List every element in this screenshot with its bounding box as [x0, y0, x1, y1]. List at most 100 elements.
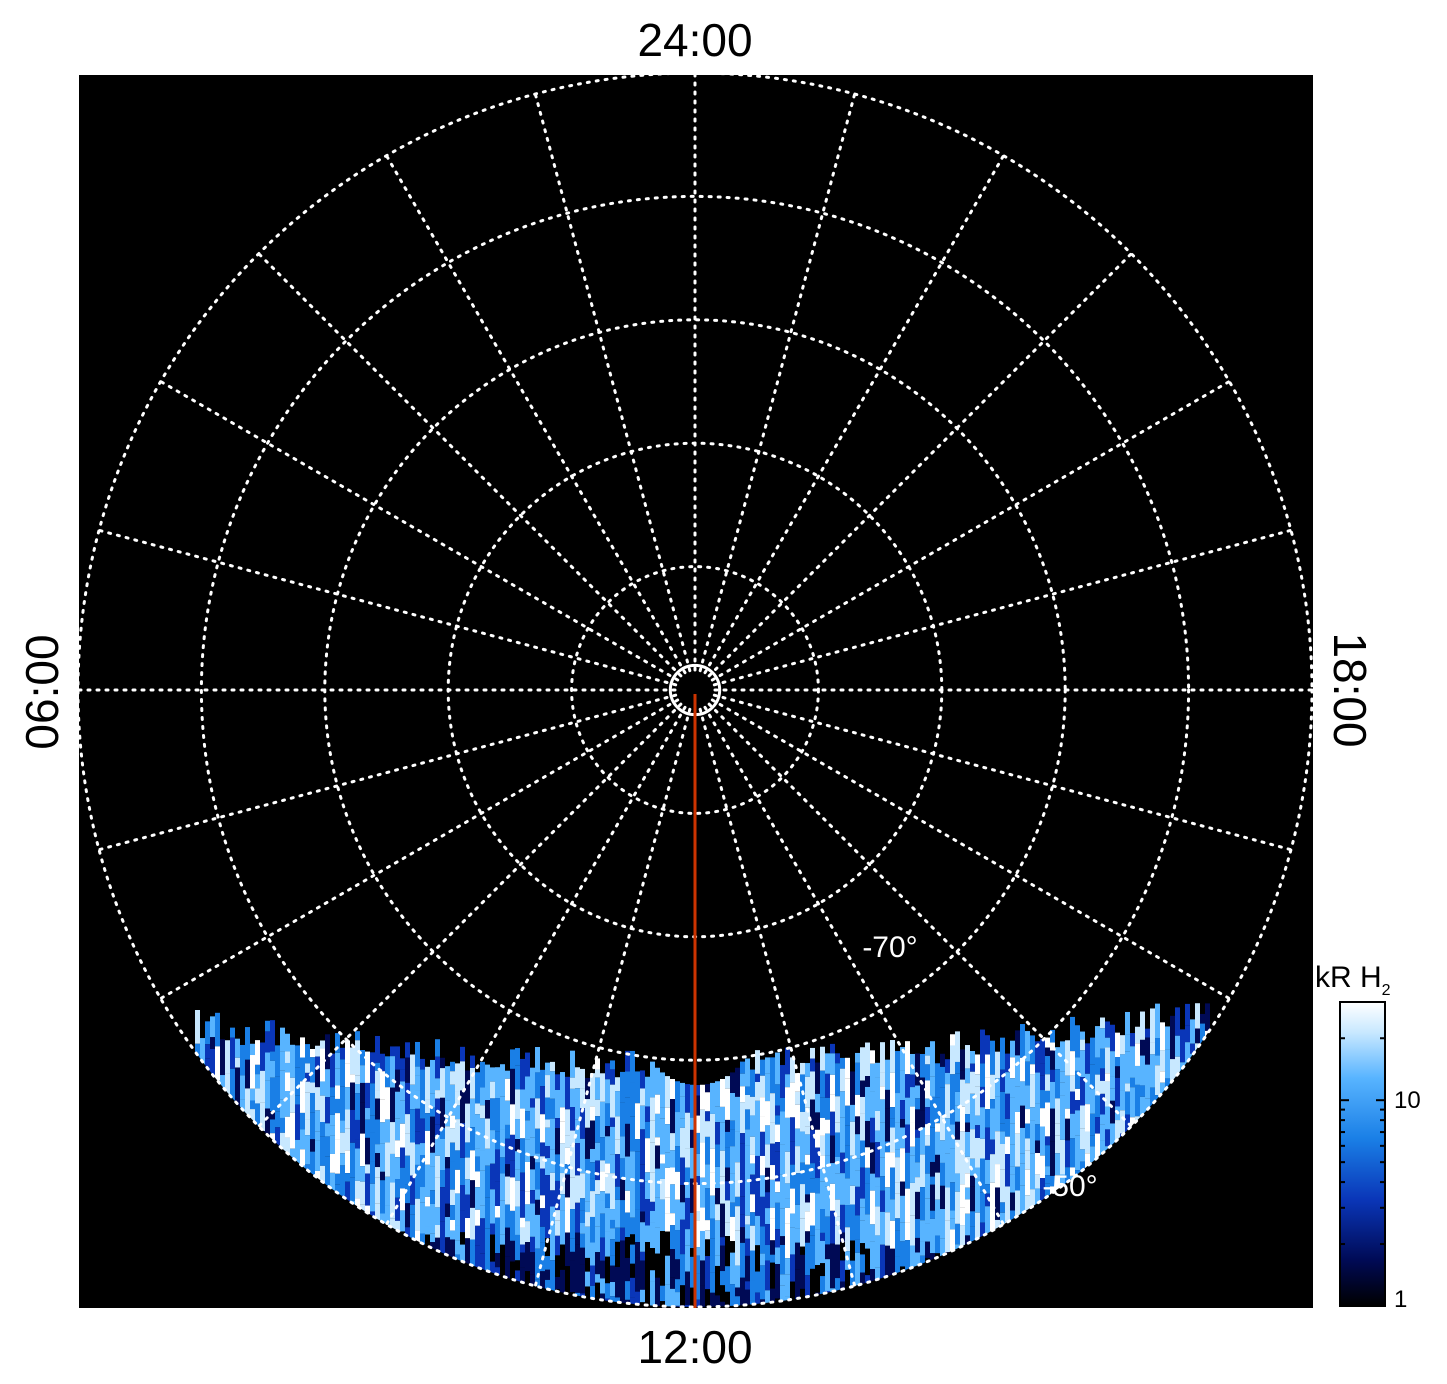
intensity-cell [390, 1182, 395, 1219]
intensity-cell [925, 1223, 930, 1242]
intensity-cell [895, 1122, 900, 1150]
intensity-cell [1015, 1166, 1020, 1191]
intensity-cell [280, 1051, 285, 1071]
intensity-cell [695, 1085, 700, 1096]
intensity-cell [955, 1173, 960, 1192]
intensity-cell [1035, 1103, 1040, 1125]
intensity-cell [550, 1260, 555, 1295]
intensity-cell [820, 1046, 825, 1071]
intensity-cell [810, 1268, 815, 1304]
intensity-cell [430, 1059, 435, 1094]
intensity-cell [395, 1118, 400, 1141]
intensity-cell [645, 1106, 650, 1122]
intensity-cell [230, 1027, 235, 1038]
meridian-line [257, 252, 683, 678]
intensity-cell [355, 1180, 360, 1199]
intensity-cell [940, 1162, 945, 1186]
intensity-cell [215, 1046, 220, 1081]
intensity-cell [865, 1086, 870, 1111]
intensity-cell [490, 1130, 495, 1164]
intensity-cell [715, 1220, 720, 1256]
intensity-cell [355, 1031, 360, 1041]
intensity-cell [875, 1110, 880, 1131]
intensity-cell [855, 1239, 860, 1253]
intensity-cell [815, 1147, 820, 1179]
intensity-cell [815, 1129, 820, 1148]
intensity-cell [620, 1179, 625, 1201]
intensity-cell [830, 1163, 835, 1184]
intensity-cell [570, 1238, 575, 1252]
intensity-cell [630, 1297, 635, 1307]
intensity-cell [610, 1265, 615, 1283]
intensity-cell [445, 1157, 450, 1169]
intensity-cell [1135, 1026, 1140, 1044]
intensity-cell [935, 1154, 940, 1173]
intensity-cell [430, 1093, 435, 1108]
intensity-cell [695, 1176, 700, 1185]
intensity-cell [1105, 1129, 1110, 1147]
intensity-cell [1090, 1113, 1095, 1136]
meridian-line [159, 698, 680, 1000]
intensity-cell [925, 1241, 930, 1258]
intensity-cell [830, 1043, 835, 1054]
intensity-cell [1040, 1155, 1045, 1179]
intensity-cell [940, 1087, 945, 1116]
intensity-cell [615, 1266, 620, 1298]
intensity-cell [550, 1061, 555, 1072]
intensity-cell [775, 1247, 780, 1264]
intensity-cell [575, 1067, 580, 1089]
intensity-cell [555, 1128, 560, 1155]
intensity-cell [890, 1072, 895, 1108]
intensity-cell [1005, 1136, 1010, 1154]
intensity-cell [530, 1169, 535, 1191]
intensity-cell [1125, 1051, 1130, 1084]
intensity-cell [775, 1229, 780, 1248]
intensity-cell [855, 1134, 860, 1159]
intensity-cell [225, 1040, 230, 1074]
intensity-cell [335, 1098, 340, 1114]
intensity-cell [685, 1229, 690, 1246]
intensity-cell [670, 1213, 675, 1226]
intensity-cell [910, 1053, 915, 1075]
intensity-cell [1045, 1136, 1050, 1146]
intensity-cell [405, 1227, 410, 1238]
intensity-cell [760, 1075, 765, 1098]
intensity-cell [1060, 1115, 1065, 1140]
intensity-cell [790, 1117, 795, 1142]
intensity-cell [960, 1184, 965, 1208]
intensity-cell [320, 1121, 325, 1137]
intensity-cell [315, 1069, 320, 1088]
intensity-cell [810, 1225, 815, 1236]
intensity-cell [890, 1220, 895, 1249]
intensity-cell [1160, 1050, 1165, 1072]
intensity-cell [830, 1243, 835, 1263]
intensity-cell [765, 1073, 770, 1102]
intensity-cell [940, 1066, 945, 1088]
intensity-cell [775, 1142, 780, 1152]
intensity-cell [705, 1111, 710, 1122]
intensity-cell [730, 1146, 735, 1174]
intensity-cell [345, 1109, 350, 1129]
intensity-cell [895, 1218, 900, 1231]
intensity-cell [475, 1187, 480, 1210]
intensity-cell [200, 1038, 205, 1072]
intensity-cell [845, 1145, 850, 1179]
intensity-cell [250, 1055, 255, 1089]
intensity-cell [525, 1204, 530, 1222]
intensity-cell [455, 1193, 460, 1226]
intensity-cell [1085, 1043, 1090, 1074]
intensity-cell [780, 1208, 785, 1237]
intensity-cell [895, 1193, 900, 1219]
intensity-cell [600, 1260, 605, 1279]
intensity-cell [440, 1097, 445, 1129]
intensity-cell [315, 1171, 320, 1185]
intensity-cell [705, 1256, 710, 1290]
intensity-cell [430, 1116, 435, 1153]
intensity-cell [580, 1173, 585, 1199]
intensity-cell [770, 1288, 775, 1307]
intensity-cell [880, 1072, 885, 1087]
intensity-cell [880, 1211, 885, 1245]
intensity-cell [1030, 1074, 1035, 1108]
intensity-cell [625, 1257, 630, 1282]
intensity-cell [1010, 1174, 1015, 1193]
